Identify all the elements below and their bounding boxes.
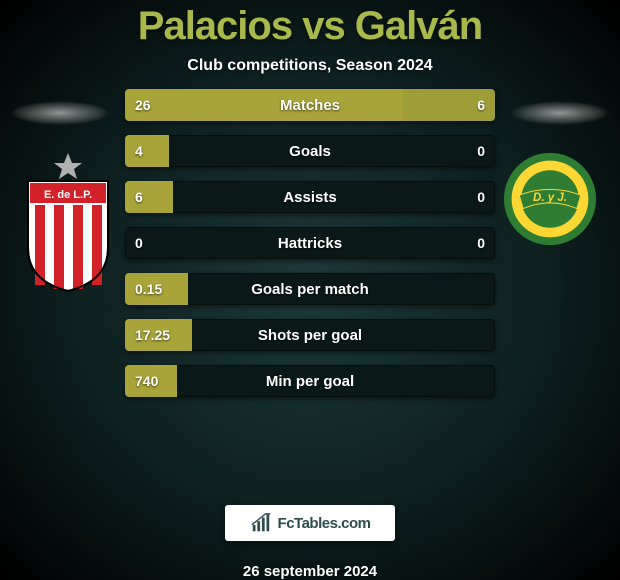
- stat-value-right: 0: [467, 135, 495, 167]
- stat-row: 0 0Hattricks: [125, 227, 495, 259]
- stat-value-left: 740: [125, 365, 168, 397]
- stat-label: Hattricks: [125, 227, 495, 259]
- stat-value-right: 6: [467, 89, 495, 121]
- stat-row: 740Min per goal: [125, 365, 495, 397]
- spotlight-left: [10, 101, 110, 125]
- chart-icon: [250, 512, 272, 534]
- shield-icon: E. de L.P.: [18, 153, 118, 293]
- watermark: FcTables.com: [225, 505, 395, 541]
- team-crest-right: D. y J.: [502, 151, 602, 291]
- stat-value-right: 0: [467, 227, 495, 259]
- crest-left-text: E. de L.P.: [44, 189, 92, 201]
- stat-value-left: 0.15: [125, 273, 172, 305]
- watermark-text: FcTables.com: [278, 515, 371, 532]
- stat-value-left: 4: [125, 135, 153, 167]
- date: 26 september 2024: [243, 563, 377, 580]
- circle-badge-icon: D. y J.: [502, 151, 598, 247]
- comparison-arena: E. de L.P. D. y J. 266Matches40Goals6: [0, 93, 620, 485]
- stat-label: Assists: [125, 181, 495, 213]
- stat-value-left: 17.25: [125, 319, 180, 351]
- stat-value-left: 6: [125, 181, 153, 213]
- stat-row: 266Matches: [125, 89, 495, 121]
- stat-fill-left: [125, 89, 403, 121]
- stat-row: 4 0Goals: [125, 135, 495, 167]
- stat-label: Min per goal: [125, 365, 495, 397]
- team-crest-left: E. de L.P.: [18, 153, 118, 293]
- crest-right-text: D. y J.: [533, 192, 567, 204]
- stat-row: 0.15Goals per match: [125, 273, 495, 305]
- stat-row: 17.25Shots per goal: [125, 319, 495, 351]
- spotlight-right: [510, 101, 610, 125]
- page-title: Palacios vs Galván: [138, 4, 482, 49]
- stat-label: Goals: [125, 135, 495, 167]
- stat-row: 6 0Assists: [125, 181, 495, 213]
- stat-value-left: 0: [125, 227, 153, 259]
- stat-value-left: 26: [125, 89, 161, 121]
- stat-value-right: 0: [467, 181, 495, 213]
- stat-bars: 266Matches40Goals60Assists00Hattricks0.1…: [125, 89, 495, 397]
- subtitle: Club competitions, Season 2024: [187, 57, 432, 75]
- content: Palacios vs Galván Club competitions, Se…: [0, 0, 620, 580]
